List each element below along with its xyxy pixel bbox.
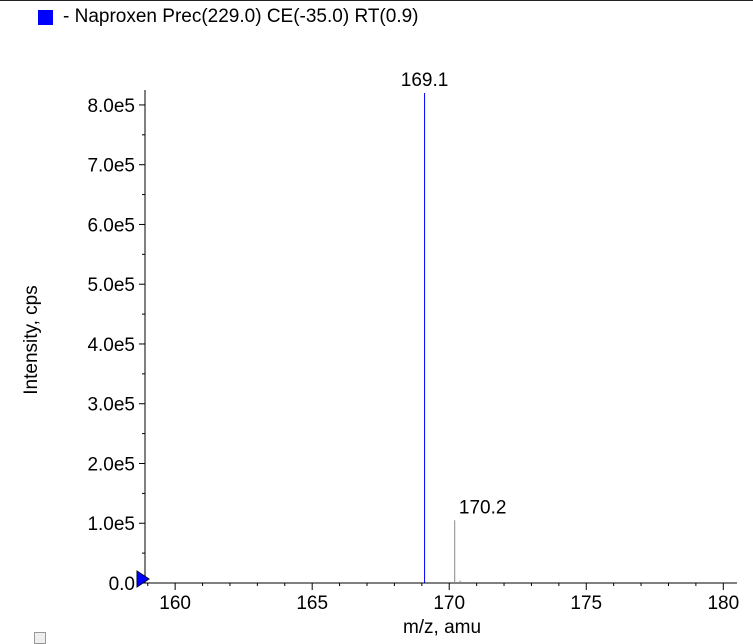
y-axis-label: Intensity, cps [21, 285, 42, 395]
legend: - Naproxen Prec(229.0) CE(-35.0) RT(0.9) [38, 6, 419, 28]
corner-box [34, 632, 46, 644]
y-tick-label: 3.0e5 [87, 395, 135, 416]
x-tick-label: 175 [570, 593, 602, 614]
top-rule [0, 0, 753, 1]
x-tick-label: 180 [707, 593, 739, 614]
x-tick-label: 165 [296, 593, 328, 614]
legend-swatch [38, 9, 53, 25]
x-tick-label: 170 [433, 593, 465, 614]
peak-label: 169.1 [401, 70, 449, 91]
peak-label: 170.2 [459, 497, 507, 518]
y-tick-label: 7.0e5 [87, 156, 135, 177]
x-axis-label: m/z, amu [402, 617, 482, 638]
y-tick-label: 8.0e5 [87, 96, 135, 117]
y-tick-label: 6.0e5 [87, 215, 135, 236]
y-tick-label: 5.0e5 [87, 275, 135, 296]
y-tick-label: 4.0e5 [87, 335, 135, 356]
legend-label: - Naproxen Prec(229.0) CE(-35.0) RT(0.9) [63, 6, 419, 27]
x-tick-label: 160 [159, 593, 191, 614]
cursor-marker-icon [136, 570, 150, 588]
y-tick-label: 0.0 [109, 574, 135, 595]
y-tick-label: 1.0e5 [87, 514, 135, 535]
y-tick-label: 2.0e5 [87, 454, 135, 475]
